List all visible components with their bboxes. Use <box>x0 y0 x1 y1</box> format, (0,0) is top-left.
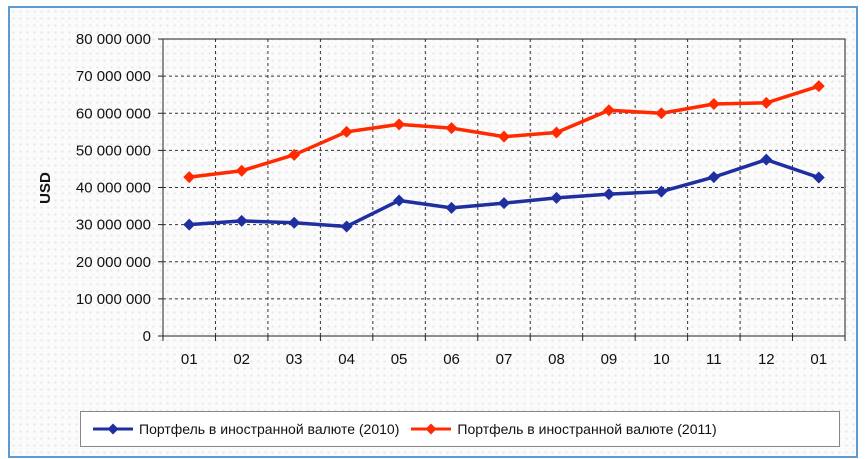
y-tick-label: 80 000 000 <box>76 31 151 48</box>
data-point <box>288 216 301 229</box>
data-point <box>602 104 615 117</box>
y-tick-label: 30 000 000 <box>76 217 151 234</box>
y-tick-label: 60 000 000 <box>76 105 151 122</box>
x-tick-label: 03 <box>286 351 303 368</box>
series-layer <box>183 80 825 233</box>
x-axis-ticks: 01 02 03 04 05 06 07 08 09 10 11 12 01 <box>162 336 846 368</box>
data-point <box>393 194 406 207</box>
series-1 <box>183 80 825 184</box>
x-tick-label: 09 <box>601 351 618 368</box>
legend-item-2010: Портфель в иностранной валюте (2010) <box>91 421 399 437</box>
y-axis-label: USD <box>37 172 54 204</box>
data-point <box>340 220 353 233</box>
data-point <box>445 122 458 135</box>
data-point <box>655 107 668 120</box>
data-point <box>288 148 301 161</box>
data-point <box>393 118 406 131</box>
data-point <box>812 171 825 184</box>
y-tick-label: 40 000 000 <box>76 180 151 197</box>
data-point <box>235 214 248 227</box>
y-tick-label: 0 <box>143 328 151 345</box>
y-tick-label: 50 000 000 <box>76 142 151 159</box>
x-tick-label: 07 <box>496 351 513 368</box>
chart-frame <box>8 6 858 458</box>
series-line <box>189 157 820 229</box>
data-point <box>760 96 773 109</box>
x-tick-label: 06 <box>443 351 460 368</box>
data-point <box>498 130 510 143</box>
series-0 <box>183 153 825 233</box>
x-tick-label: 11 <box>706 351 722 368</box>
x-tick-label: 01 <box>810 351 827 368</box>
legend: Портфель в иностранной валюте (2010) Пор… <box>80 411 840 447</box>
data-point <box>445 201 458 214</box>
data-point <box>550 126 563 139</box>
data-point <box>602 188 615 201</box>
legend-label-2010: Портфель в иностранной валюте (2010) <box>139 421 400 437</box>
data-point <box>760 153 773 166</box>
y-axis-ticks: 0 10 000 000 20 000 000 30 000 000 40 000 00… <box>76 31 163 345</box>
x-tick-label: 10 <box>653 351 670 368</box>
y-tick-label: 70 000 000 <box>76 68 151 85</box>
y-tick-label: 10 000 000 <box>76 291 151 308</box>
data-point <box>183 171 196 184</box>
legend-swatch-2010 <box>93 423 133 435</box>
x-tick-label: 02 <box>233 351 250 368</box>
data-point <box>707 171 720 184</box>
data-point <box>550 191 563 204</box>
data-point <box>812 80 825 93</box>
x-tick-label: 04 <box>338 351 355 368</box>
data-point <box>498 197 510 210</box>
x-tick-label: 08 <box>548 351 565 368</box>
data-point <box>235 164 248 177</box>
x-tick-label: 01 <box>181 351 198 368</box>
data-point <box>655 185 668 198</box>
y-tick-label: 20 000 000 <box>76 254 151 271</box>
data-point <box>340 125 353 138</box>
x-tick-label: 12 <box>758 351 775 368</box>
legend-item-2011: Портфель в иностранной валюте (2011) <box>409 421 717 437</box>
x-tick-label: 05 <box>391 351 408 368</box>
grid <box>163 39 845 336</box>
data-point <box>707 97 720 110</box>
legend-label-2011: Портфель в иностранной валюте (2011) <box>457 421 717 437</box>
legend-swatch-2011 <box>411 423 452 435</box>
data-point <box>183 218 196 231</box>
